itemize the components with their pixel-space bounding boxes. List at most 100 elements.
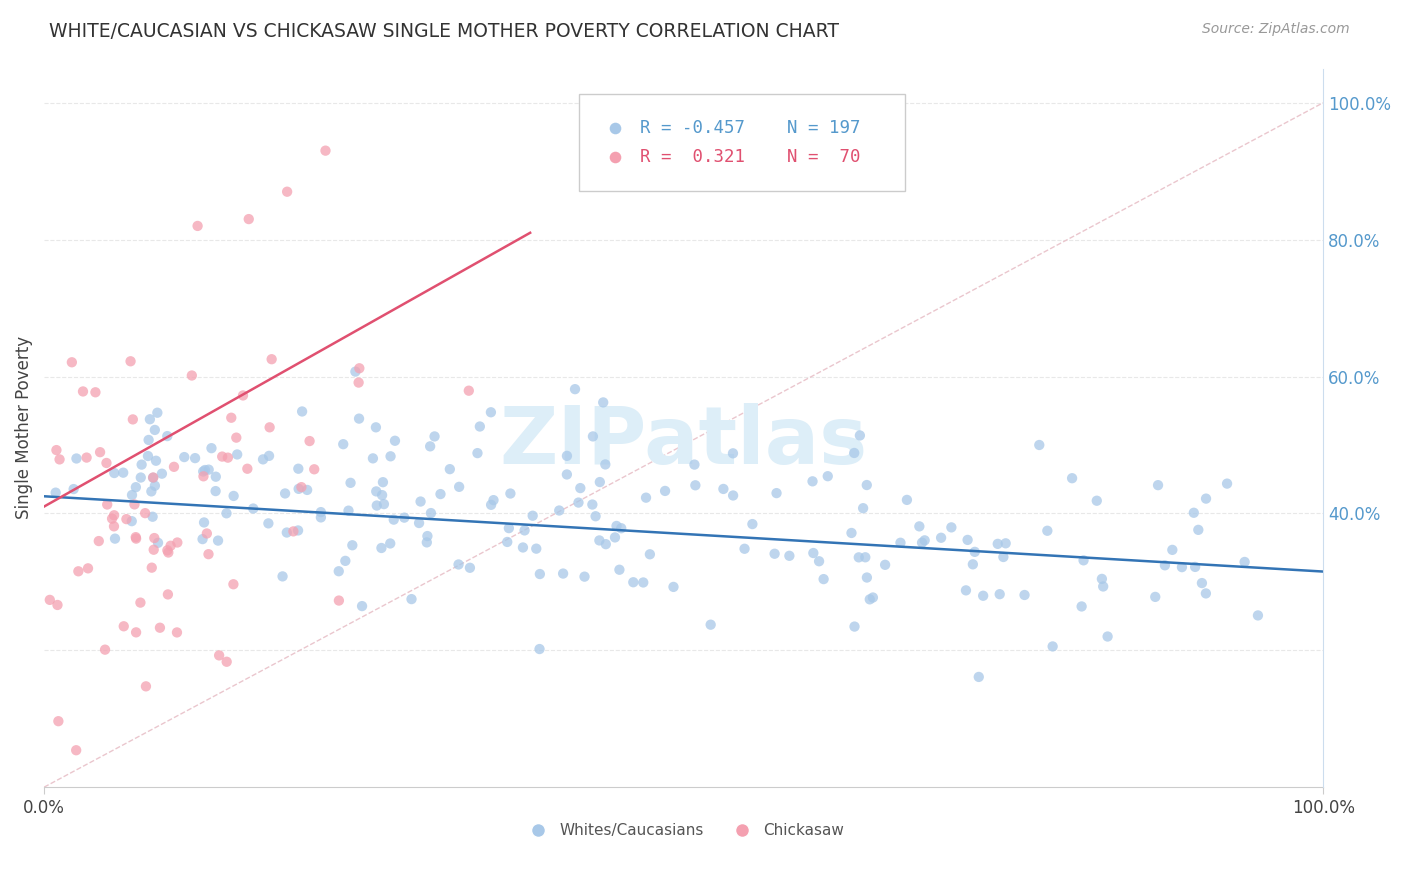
- Point: [195, 526, 218, 541]
- Point: [225, 431, 247, 445]
- Point: [121, 488, 143, 502]
- Point: [889, 535, 911, 549]
- Point: [763, 547, 786, 561]
- Point: [512, 541, 534, 555]
- Point: [222, 489, 245, 503]
- Point: [841, 525, 863, 540]
- Point: [142, 470, 165, 484]
- Point: [423, 429, 446, 443]
- Point: [89, 445, 111, 459]
- Point: [103, 508, 125, 523]
- Point: [287, 524, 309, 538]
- Point: [605, 519, 627, 533]
- Point: [347, 376, 370, 390]
- Point: [309, 510, 332, 524]
- Point: [143, 479, 166, 493]
- Point: [721, 488, 744, 502]
- Point: [548, 503, 571, 517]
- Point: [555, 449, 578, 463]
- Point: [184, 451, 207, 466]
- Point: [366, 484, 388, 499]
- Point: [988, 587, 1011, 601]
- Point: [1070, 599, 1092, 614]
- Point: [187, 219, 209, 233]
- Point: [479, 498, 502, 512]
- Point: [429, 487, 451, 501]
- Point: [101, 511, 124, 525]
- Point: [1144, 590, 1167, 604]
- Point: [121, 514, 143, 528]
- Point: [416, 535, 439, 549]
- Point: [654, 483, 676, 498]
- Point: [135, 679, 157, 693]
- FancyBboxPatch shape: [579, 94, 905, 191]
- Point: [141, 560, 163, 574]
- Point: [371, 488, 394, 502]
- Point: [685, 478, 707, 492]
- Point: [48, 714, 70, 729]
- Point: [328, 593, 350, 607]
- Point: [142, 542, 165, 557]
- Point: [180, 368, 202, 383]
- Point: [1014, 588, 1036, 602]
- Point: [967, 670, 990, 684]
- Point: [352, 599, 374, 613]
- Point: [373, 497, 395, 511]
- Point: [817, 469, 839, 483]
- Point: [67, 564, 90, 578]
- Point: [1073, 553, 1095, 567]
- Point: [197, 463, 219, 477]
- Point: [513, 524, 536, 538]
- Point: [121, 412, 143, 426]
- Point: [364, 420, 387, 434]
- Y-axis label: Single Mother Poverty: Single Mother Poverty: [15, 336, 32, 519]
- Point: [585, 509, 607, 524]
- Point: [129, 470, 152, 484]
- Point: [204, 469, 226, 483]
- Point: [290, 480, 312, 494]
- Point: [124, 497, 146, 511]
- Point: [104, 532, 127, 546]
- Point: [603, 530, 626, 544]
- Point: [156, 543, 179, 558]
- Point: [1191, 576, 1213, 591]
- Point: [638, 547, 661, 561]
- Point: [332, 437, 354, 451]
- Point: [150, 467, 173, 481]
- Point: [143, 423, 166, 437]
- Point: [125, 532, 148, 546]
- Point: [419, 439, 441, 453]
- Point: [482, 493, 505, 508]
- Point: [120, 354, 142, 368]
- Point: [499, 486, 522, 500]
- Point: [588, 533, 610, 548]
- Point: [634, 491, 657, 505]
- Point: [361, 451, 384, 466]
- Point: [875, 558, 897, 572]
- Text: ZIPatlas: ZIPatlas: [499, 403, 868, 481]
- Point: [1182, 506, 1205, 520]
- Point: [1062, 471, 1084, 485]
- Point: [139, 412, 162, 426]
- Point: [1184, 560, 1206, 574]
- Point: [1028, 438, 1050, 452]
- Point: [65, 451, 87, 466]
- Point: [84, 385, 107, 400]
- Point: [157, 545, 180, 559]
- Point: [193, 465, 215, 479]
- Point: [609, 563, 631, 577]
- Point: [380, 536, 402, 550]
- Point: [457, 384, 479, 398]
- Point: [226, 447, 249, 461]
- Point: [142, 471, 165, 485]
- Point: [856, 570, 879, 584]
- Point: [215, 655, 238, 669]
- Point: [271, 569, 294, 583]
- Point: [569, 481, 592, 495]
- Point: [1097, 630, 1119, 644]
- Point: [468, 419, 491, 434]
- Point: [347, 411, 370, 425]
- Point: [257, 516, 280, 531]
- Point: [77, 561, 100, 575]
- Point: [765, 486, 787, 500]
